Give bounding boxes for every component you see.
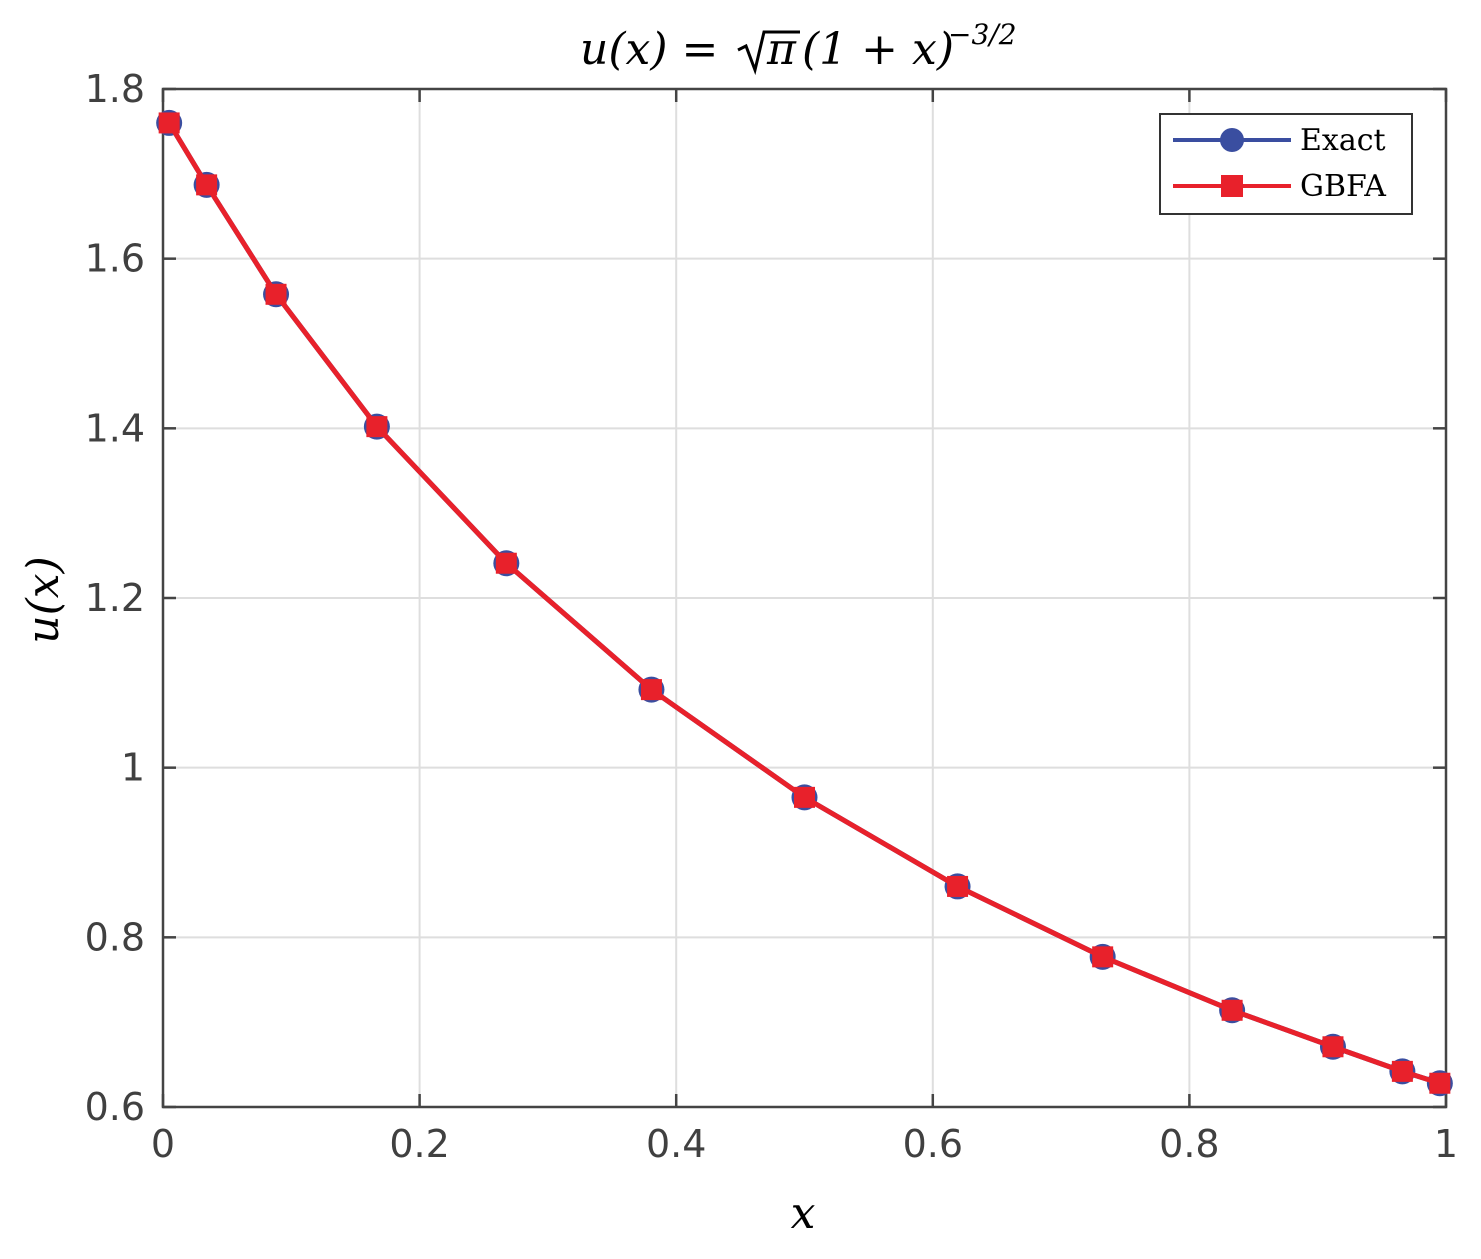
data-point-gbfa	[1429, 1072, 1451, 1094]
plot-area	[156, 109, 1453, 1097]
y-tick-label: 1.8	[85, 67, 145, 111]
y-axis-label: u(x)	[18, 556, 69, 643]
legend-gbfa-label: GBFA	[1300, 169, 1386, 204]
title-lhs: u(x) =	[580, 24, 718, 75]
grid-lines	[162, 88, 1447, 1108]
data-point-gbfa	[794, 786, 815, 808]
data-point-gbfa	[640, 679, 662, 701]
legend-exact-label: Exact	[1300, 123, 1386, 158]
axis-ticks: 0 0.2 0.4 0.6 0.8 1 0.6 0.8 1 1.2 1.4 1.6 1.8	[85, 67, 1459, 1166]
y-tick-label: 0.6	[85, 1085, 145, 1129]
y-tick-label: 1	[121, 746, 145, 790]
x-tick-label: 0	[151, 1122, 175, 1166]
series-line-exact	[167, 121, 1441, 1086]
x-tick-label: 0.4	[646, 1122, 706, 1166]
y-tick-label: 1.6	[85, 237, 145, 281]
title-exponent: −3/2	[948, 18, 1017, 51]
legend: Exact GBFA	[1159, 113, 1413, 215]
y-tick-label: 1.4	[85, 406, 145, 450]
data-point-gbfa	[265, 283, 287, 305]
data-point-gbfa	[196, 174, 218, 196]
data-point-gbfa	[1322, 1036, 1344, 1058]
chart-title: u(x) = π (1 + x) −3/2	[580, 18, 1017, 76]
data-point-gbfa	[495, 552, 517, 574]
data-point-gbfa	[947, 875, 969, 897]
x-tick-label: 0.6	[903, 1122, 963, 1166]
data-point-gbfa	[158, 112, 180, 134]
data-point-gbfa	[1092, 946, 1114, 968]
legend-exact-marker	[1220, 128, 1244, 152]
x-tick-label: 1	[1434, 1122, 1458, 1166]
data-point-gbfa	[1221, 999, 1243, 1021]
series-line-gbfa	[167, 121, 1441, 1086]
x-tick-label: 0.2	[389, 1122, 449, 1166]
y-tick-label: 1.2	[85, 576, 145, 620]
data-point-gbfa	[1391, 1060, 1413, 1082]
legend-box	[1159, 113, 1413, 215]
title-rhs: (1 + x)	[802, 24, 954, 75]
x-tick-label: 0.8	[1159, 1122, 1219, 1166]
x-axis-label: x	[791, 1188, 816, 1239]
title-sqrt-arg: π	[766, 24, 797, 75]
title-sqrt-sign	[737, 30, 800, 76]
legend-gbfa-marker	[1221, 175, 1243, 197]
data-point-gbfa	[366, 416, 388, 438]
y-tick-label: 0.8	[85, 915, 145, 959]
